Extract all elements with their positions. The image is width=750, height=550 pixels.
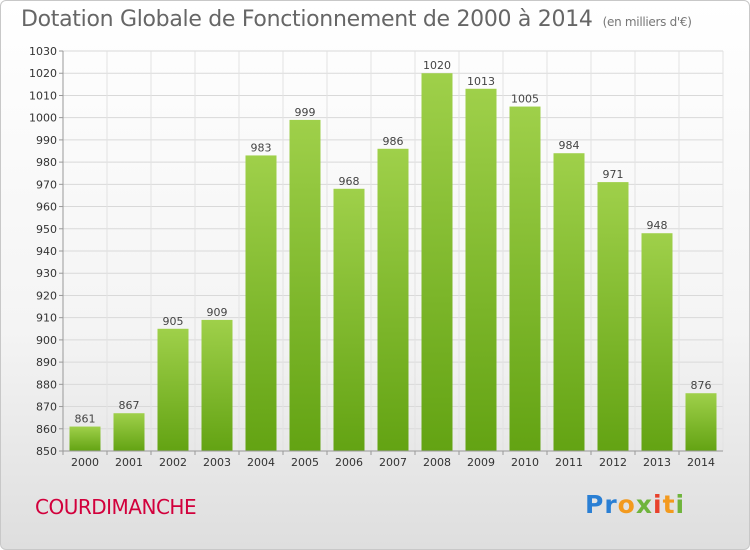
- y-tick-label: 990: [36, 134, 57, 147]
- y-tick-label: 930: [36, 267, 57, 280]
- data-label: 968: [339, 175, 360, 188]
- bar-2006: [333, 188, 365, 451]
- data-label: 867: [119, 399, 140, 412]
- data-label: 948: [647, 219, 668, 232]
- data-label: 984: [559, 139, 580, 152]
- data-label: 1020: [423, 59, 451, 72]
- y-tick-label: 850: [36, 445, 57, 458]
- chart-title: Dotation Globale de Fonctionnement de 20…: [21, 7, 692, 32]
- data-label: 876: [691, 379, 712, 392]
- data-label: 909: [207, 306, 228, 319]
- x-tick-label: 2007: [379, 456, 407, 469]
- x-tick-label: 2011: [555, 456, 583, 469]
- chart-unit: (en milliers d'€): [602, 15, 692, 29]
- bar-2011: [553, 153, 585, 451]
- data-label: 986: [383, 135, 404, 148]
- bar-2010: [509, 106, 541, 452]
- data-label: 905: [163, 315, 184, 328]
- x-tick-label: 2006: [335, 456, 363, 469]
- y-tick-label: 940: [36, 245, 57, 258]
- x-axis: 2000 2001 2002 2003 2004 2005 2006 2007 2008 2009…: [62, 450, 723, 469]
- y-tick-label: 960: [36, 201, 57, 214]
- y-tick-label: 1030: [29, 45, 57, 58]
- bar-2005: [289, 119, 321, 451]
- x-tick-label: 2005: [291, 456, 319, 469]
- x-tick-label: 2012: [599, 456, 627, 469]
- x-tick-label: 2014: [687, 456, 715, 469]
- y-tick-label: 970: [36, 178, 57, 191]
- y-tick-label: 980: [36, 156, 57, 169]
- y-tick-label: 890: [36, 356, 57, 369]
- proxiti-logo: Proxiti: [585, 490, 686, 519]
- chart-title-text: Dotation Globale de Fonctionnement de 20…: [21, 7, 593, 32]
- bars: 861 867 905 909 983 999 968 986 1020 1013 1005 984 9…: [69, 59, 717, 452]
- x-tick-label: 2008: [423, 456, 451, 469]
- bar-2008: [421, 73, 453, 451]
- data-label: 983: [251, 141, 272, 154]
- y-tick-label: 900: [36, 334, 57, 347]
- bar-2013: [641, 233, 673, 451]
- y-tick-label: 1010: [29, 89, 57, 102]
- y-tick-label: 870: [36, 401, 57, 414]
- y-tick-label: 920: [36, 289, 57, 302]
- y-tick-label: 1020: [29, 67, 57, 80]
- bar-2007: [377, 148, 409, 451]
- data-label: 861: [75, 413, 96, 426]
- y-axis: 850 860 870 880 890 900 910 920 930 940 950 960 970 9…: [29, 45, 64, 458]
- bar-2014: [685, 393, 717, 451]
- bar-2002: [157, 328, 189, 451]
- bar-2001: [113, 413, 145, 451]
- y-tick-label: 910: [36, 312, 57, 325]
- x-tick-label: 2004: [247, 456, 275, 469]
- y-tick-label: 880: [36, 378, 57, 391]
- x-tick-label: 2009: [467, 456, 495, 469]
- bar-2000: [69, 426, 101, 451]
- data-label: 999: [295, 106, 316, 119]
- y-tick-label: 860: [36, 423, 57, 436]
- x-tick-label: 2000: [71, 456, 99, 469]
- y-tick-label: 1000: [29, 112, 57, 125]
- data-label: 1005: [511, 93, 539, 106]
- x-tick-label: 2010: [511, 456, 539, 469]
- bar-2004: [245, 155, 277, 451]
- x-tick-label: 2001: [115, 456, 143, 469]
- bar-2003: [201, 319, 233, 451]
- bar-2009: [465, 88, 497, 452]
- bar-2012: [597, 182, 629, 451]
- data-label: 1013: [467, 75, 495, 88]
- y-tick-label: 950: [36, 223, 57, 236]
- x-tick-label: 2003: [203, 456, 231, 469]
- x-tick-label: 2002: [159, 456, 187, 469]
- x-tick-label: 2013: [643, 456, 671, 469]
- data-label: 971: [603, 168, 624, 181]
- town-name: COURDIMANCHE: [35, 495, 197, 519]
